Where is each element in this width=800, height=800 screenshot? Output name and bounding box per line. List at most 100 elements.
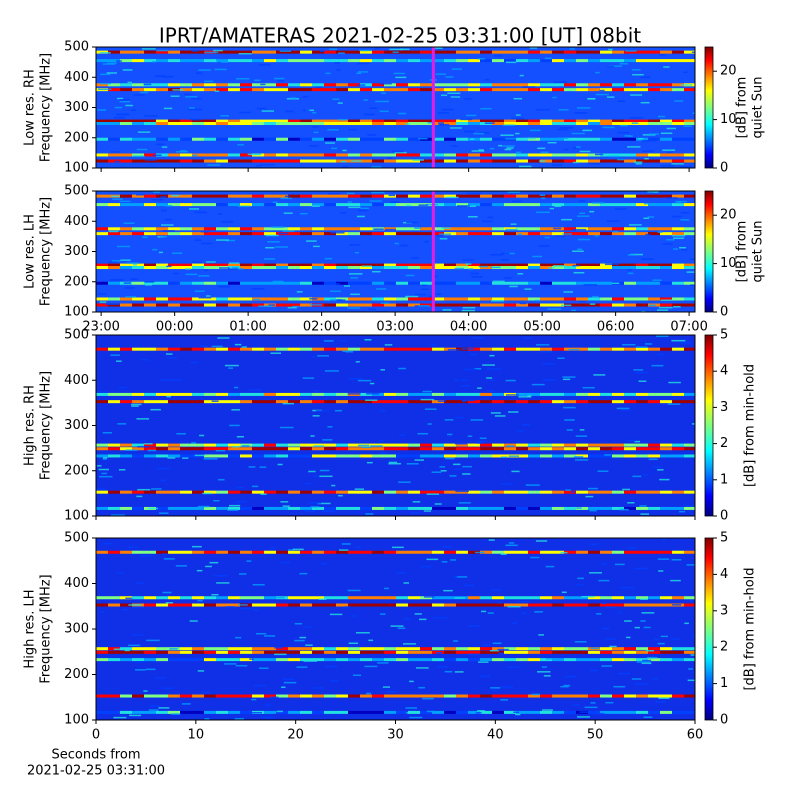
spectrogram-cell (360, 658, 372, 662)
spectrogram-cell (660, 392, 672, 396)
spectrogram-cell (384, 297, 396, 301)
spectrogram-cell (528, 59, 540, 63)
spectrogram-speckle (572, 704, 580, 706)
spectrogram-speckle (231, 266, 239, 269)
spectrogram-speckle (616, 407, 630, 410)
spectrogram-cell (192, 710, 204, 714)
spectrogram-cell (504, 88, 516, 92)
spectrogram-cell (144, 227, 156, 231)
spectrogram-cell (420, 506, 432, 510)
spectrogram-cell (456, 159, 468, 163)
spectrogram-cell (552, 650, 564, 654)
spectrogram-speckle (236, 77, 250, 80)
spectrogram-cell (168, 347, 180, 351)
spectrogram-speckle (259, 466, 267, 468)
spectrogram-cell (636, 454, 648, 458)
spectrogram-speckle (537, 147, 546, 150)
spectrogram-speckle (274, 653, 287, 656)
spectrogram-cell (432, 266, 444, 270)
spectrogram-cell (252, 263, 264, 267)
spectrogram-cell (516, 647, 528, 651)
spectrogram-cell (660, 137, 672, 141)
spectrogram-speckle (365, 399, 378, 402)
x-tick-label: 23:00 (82, 320, 119, 335)
spectrogram-speckle (346, 192, 355, 195)
spectrogram-speckle (639, 505, 647, 507)
spectrogram-cell (360, 297, 372, 301)
colorbar-tick-label: 2 (720, 436, 728, 451)
spectrogram-cell (444, 694, 456, 698)
spectrogram-cell (288, 303, 300, 307)
spectrogram-cell (216, 203, 228, 207)
spectrogram-speckle (311, 205, 320, 207)
spectrogram-speckle (199, 434, 205, 437)
spectrogram-speckle (577, 238, 591, 241)
spectrogram-cell (324, 227, 336, 231)
spectrogram-cell (672, 266, 684, 270)
spectrogram-speckle (518, 396, 532, 398)
spectrogram-speckle (281, 686, 286, 689)
spectrogram-cell (420, 658, 432, 662)
spectrogram-cell (480, 232, 492, 236)
spectrogram-speckle (171, 194, 180, 197)
spectrogram-cell (108, 281, 120, 285)
spectrogram-speckle (99, 301, 107, 303)
spectrogram-cell (420, 443, 432, 447)
spectrogram-cell (660, 83, 672, 87)
spectrogram-speckle (505, 544, 518, 547)
spectrogram-speckle (454, 597, 465, 599)
spectrogram-speckle (458, 502, 471, 504)
spectrogram-cell (648, 297, 660, 301)
spectrogram-cell (336, 153, 348, 157)
spectrogram-cell (612, 297, 624, 301)
spectrogram-cell (144, 447, 156, 451)
spectrogram-speckle (565, 489, 571, 491)
spectrogram-speckle (385, 228, 396, 231)
spectrogram-speckle (500, 456, 508, 459)
spectrogram-cell (144, 159, 156, 163)
spectrogram-cell (624, 50, 636, 54)
spectrogram-speckle (638, 380, 647, 382)
spectrogram-speckle (224, 663, 237, 665)
spectrogram-speckle (348, 377, 363, 380)
spectrogram-speckle (398, 434, 406, 436)
spectrogram-cell (624, 227, 636, 231)
spectrogram-speckle (455, 416, 464, 419)
spectrogram-cell (96, 550, 108, 554)
spectrogram-cell (660, 694, 672, 698)
spectrogram-speckle (203, 458, 218, 460)
spectrogram-speckle (662, 243, 673, 245)
spectrogram-speckle (312, 111, 317, 114)
spectrogram-speckle (643, 217, 650, 220)
spectrogram-cell (120, 203, 132, 207)
spectrogram-cell (276, 447, 288, 451)
spectrogram-cell (132, 658, 144, 662)
spectrogram-cell (252, 650, 264, 654)
spectrogram-cell (468, 297, 480, 301)
spectrogram-speckle (406, 463, 419, 465)
spectrogram-cell (336, 447, 348, 451)
spectrogram-cell (588, 506, 600, 510)
spectrogram-cell (624, 59, 636, 63)
spectrogram-cell (468, 647, 480, 651)
x-tick-label: 20 (287, 728, 304, 743)
spectrogram-speckle (478, 661, 489, 663)
spectrogram-cell (492, 59, 504, 63)
spectrogram-speckle (260, 716, 273, 719)
spectrogram-cell (648, 83, 660, 87)
spectrogram (96, 191, 695, 312)
spectrogram-cell (204, 454, 216, 458)
spectrogram-cell (168, 297, 180, 301)
spectrogram-speckle (116, 97, 124, 100)
spectrogram-speckle (633, 161, 643, 163)
y-axis-label: High res. RH (23, 385, 38, 466)
spectrogram-speckle (640, 620, 646, 622)
spectrogram-speckle (541, 666, 547, 668)
spectrogram-cell (192, 119, 204, 123)
spectrogram-speckle (641, 474, 648, 476)
spectrogram-speckle (149, 705, 160, 707)
spectrogram-cell (564, 203, 576, 207)
spectrogram-cell (492, 303, 504, 307)
spectrogram-cell (576, 153, 588, 157)
spectrogram-cell (636, 263, 648, 267)
